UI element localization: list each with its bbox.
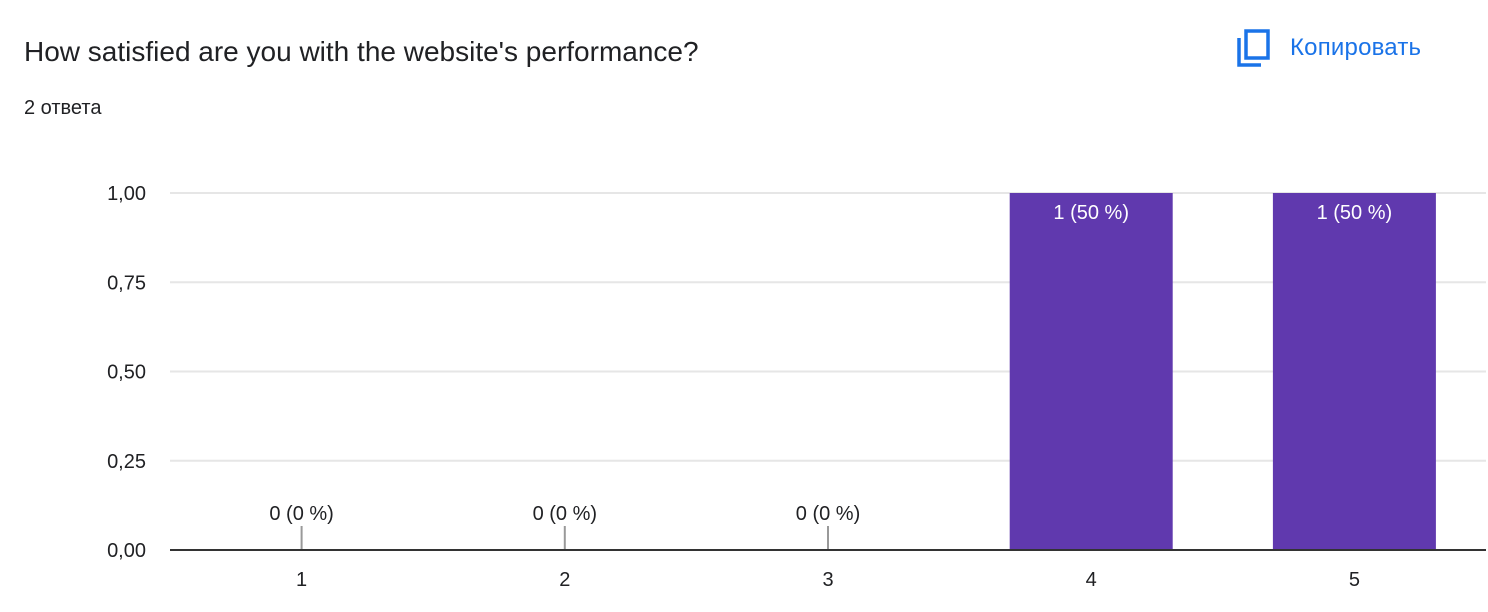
data-label: 0 (0 %): [269, 503, 333, 525]
responses-count: 2 ответа: [24, 97, 102, 119]
y-tick-label: 1,00: [107, 183, 146, 205]
data-label: 1 (50 %): [1317, 202, 1393, 224]
bar: [1009, 193, 1173, 550]
chart-bars: [1009, 193, 1436, 550]
y-tick-label: 0,75: [107, 272, 146, 294]
data-label: 1 (50 %): [1053, 202, 1129, 224]
chart-gridlines: [170, 192, 1486, 462]
chart-axes: [170, 526, 1486, 551]
chart-labels: 0,00 0,25 0,50 0,75 1,00 0 (0 %) 1 0 (0 %) 2 0 (0…: [107, 183, 1392, 591]
y-tick-label: 0,25: [107, 451, 146, 473]
bar: [1272, 193, 1436, 550]
x-tick-label: 3: [822, 569, 833, 591]
x-tick-label: 4: [1086, 569, 1097, 591]
question-title: How satisfied are you with the website's…: [24, 36, 699, 67]
y-tick-label: 0,00: [107, 540, 146, 562]
copy-icon: [1237, 29, 1270, 67]
copy-button[interactable]: Копировать: [1226, 26, 1431, 70]
data-label: 0 (0 %): [796, 503, 860, 525]
x-tick-label: 2: [559, 569, 570, 591]
data-label: 0 (0 %): [533, 503, 597, 525]
x-tick-label: 5: [1349, 569, 1360, 591]
y-tick-label: 0,50: [107, 362, 146, 384]
x-tick-label: 1: [296, 569, 307, 591]
copy-button-label: Копировать: [1290, 34, 1422, 61]
